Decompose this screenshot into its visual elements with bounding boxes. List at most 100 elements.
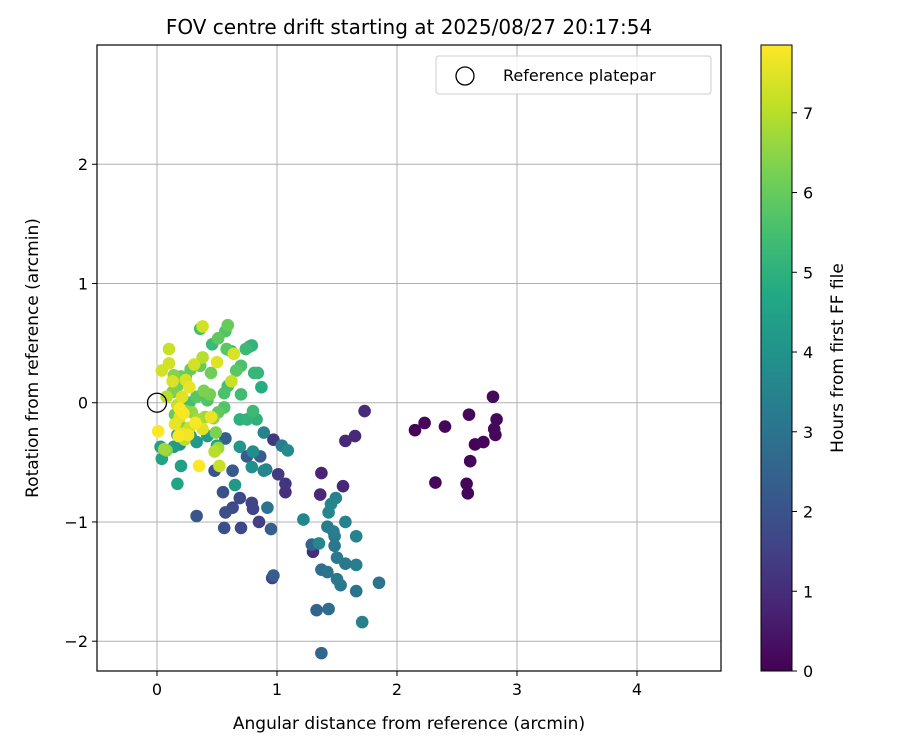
data-point [221,318,235,332]
x-tick-label: 3 [512,680,522,699]
colorbar-gradient [760,44,793,672]
data-point [196,320,209,333]
y-axis-label: Rotation from reference (arcmin) [23,218,43,498]
data-point [322,506,335,519]
data-point [460,477,473,491]
y-tick-label: 1 [78,274,88,293]
colorbar-tick-label: 2 [803,503,813,522]
legend-label: Reference platepar [503,66,656,85]
data-point [229,364,243,377]
legend-open-circle-icon [455,66,475,86]
data-point [166,374,179,388]
plot-frame [96,44,722,672]
data-point [234,388,248,401]
data-point [210,355,224,369]
colorbar-ticks: 0 1 2 3 4 5 6 7 [792,104,813,681]
data-point [208,445,221,458]
data-point [160,390,173,404]
data-point [279,477,292,491]
data-point [462,408,476,421]
x-tick-label: 1 [272,680,282,699]
data-point [438,420,452,433]
y-tick-label: 2 [78,155,88,174]
x-axis-label: Angular distance from reference (arcmin) [233,714,585,734]
colorbar-tick-label: 0 [803,662,813,681]
data-point [162,342,176,356]
grid-lines [97,45,721,671]
data-point [408,423,422,437]
data-point [257,464,271,477]
data-point [245,460,259,474]
data-point [339,434,352,448]
y-tick-label: −2 [64,632,88,651]
data-point [486,390,500,404]
data-point [227,347,241,361]
colorbar-tick-label: 5 [803,263,813,282]
reference-marker [146,392,168,413]
data-point [271,467,285,481]
data-point [490,413,503,426]
data-point [192,459,206,473]
data-point [330,551,344,565]
data-point [312,537,326,550]
colorbar: 0 1 2 3 4 5 6 7 Hours from first FF file [760,44,848,681]
data-point [429,476,442,489]
colorbar-tick-label: 1 [803,582,813,601]
data-point [313,488,327,501]
data-point [339,515,352,529]
data-point [168,417,182,431]
data-point [264,522,278,536]
data-point [372,576,386,590]
y-axis-ticks: −2 −1 0 1 2 [64,155,97,651]
data-point [281,444,295,457]
data-point [315,646,328,660]
data-point [233,491,247,505]
data-point [251,366,265,380]
data-point [226,464,239,477]
legend-box [435,55,712,95]
data-point [174,459,188,473]
data-point [321,565,334,579]
data-point [297,513,310,526]
colorbar-tick-label: 3 [803,423,813,442]
data-point [151,425,165,438]
chart-title: FOV centre drift starting at 2025/08/27 … [166,15,652,39]
data-point [334,578,347,592]
x-axis-ticks: 0 1 2 3 4 [152,671,642,699]
data-point [196,351,209,364]
data-point [267,569,280,582]
colorbar-tick-label: 7 [803,104,813,123]
data-point [487,422,501,436]
legend: Reference platepar [435,55,712,95]
data-point [310,603,323,617]
data-point [349,558,363,572]
data-point [349,529,363,543]
data-point [189,416,202,430]
colorbar-tick-label: 4 [803,343,813,362]
data-point [172,429,185,443]
data-point [209,426,223,439]
data-point [173,402,187,415]
data-point [233,440,247,454]
data-point [217,521,231,535]
data-point [246,445,260,458]
data-point [216,485,230,499]
data-point [355,615,369,629]
data-point [234,521,248,535]
data-point [328,539,341,553]
data-point [204,410,218,424]
data-point [155,364,169,377]
data-point [246,502,260,516]
data-point [336,479,350,493]
data-point [225,374,238,388]
data-point [239,342,253,356]
data-point [261,501,274,514]
colorbar-tick-label: 6 [803,184,813,203]
data-point [327,525,340,538]
data-point [477,435,490,449]
y-tick-label: −1 [64,513,88,532]
data-point [211,332,225,345]
data-points [151,318,503,660]
data-point [349,584,363,598]
